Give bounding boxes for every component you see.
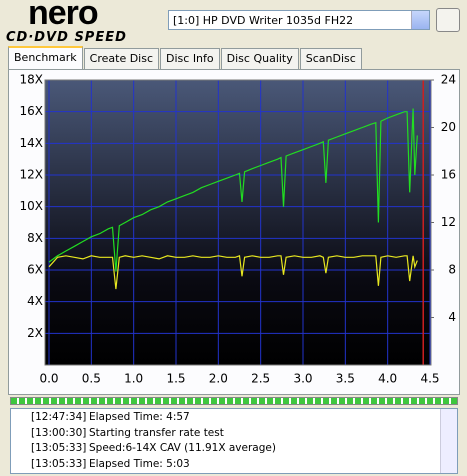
series-line	[48, 254, 418, 290]
settings-button[interactable]	[436, 8, 460, 32]
y-tick-label: 8X	[27, 231, 43, 245]
log-row: [13:00:30] Starting transfer rate test	[31, 427, 224, 439]
log-text: Elapsed Time: 4:57	[89, 411, 190, 423]
chart: 2X 4X 6X 8X 10X 12X 14X 16X 18X 4 8 12 16 20 24 0.0 0.5 1…	[20, 73, 457, 386]
x-tick-label: 4.5	[420, 372, 439, 386]
y-tick-label: 14X	[20, 136, 44, 150]
y2-tick-label: 16	[441, 168, 456, 182]
x-tick-label: 1.5	[166, 372, 185, 386]
log-text: Starting transfer rate test	[89, 426, 224, 439]
log-time: [12:47:34]	[31, 411, 87, 423]
tab[interactable]: ScanDisc	[299, 48, 362, 69]
tab-bar: Benchmark Create Disc Disc Info Disc Qualit…	[8, 46, 363, 69]
logo: nero	[28, 0, 99, 32]
progress-bar	[10, 397, 458, 405]
y2-tick-label: 20	[441, 120, 456, 134]
x-tick-label: 0.5	[82, 372, 101, 386]
y-tick-label: 12X	[20, 168, 44, 182]
y2-tick-label: 4	[448, 310, 456, 324]
x-tick-label: 3.0	[293, 372, 312, 386]
dropdown-arrow[interactable]	[411, 11, 429, 29]
y-tick-label: 18X	[20, 73, 44, 87]
tab[interactable]: Disc Quality	[220, 48, 299, 69]
y2-tick-label: 12	[441, 215, 456, 229]
y-tick-label: 16X	[20, 104, 44, 118]
log-time: [13:00:30]	[31, 426, 87, 439]
x-tick-label: 1.0	[124, 372, 143, 386]
y-tick-label: 2X	[27, 326, 43, 340]
tab[interactable]: Benchmark	[8, 46, 83, 69]
x-tick-label: 2.0	[209, 372, 228, 386]
log-row: [13:05:33] Elapsed Time: 5:03	[31, 458, 190, 470]
plot-frame	[44, 79, 432, 366]
x-tick-label: 3.5	[336, 372, 355, 386]
x-tick-label: 4.0	[378, 372, 397, 386]
logo-subtitle: CD·DVD SPEED	[6, 30, 127, 45]
tab[interactable]: Create Disc	[83, 48, 160, 69]
log-text: Speed:6-14X CAV (11.91X average)	[89, 442, 276, 454]
x-tick-label: 0.0	[39, 372, 58, 386]
log-list: [12:47:34] Elapsed Time: 4:57 [13:00:30] St…	[10, 408, 458, 474]
plot-area	[45, 80, 431, 365]
log-time: [13:05:33]	[31, 442, 87, 454]
y-tick-label: 4X	[27, 294, 43, 308]
y2-tick-label: 24	[441, 73, 456, 87]
y-tick-label: 10X	[20, 199, 44, 213]
series-line	[48, 108, 418, 272]
tab[interactable]: Disc Info	[160, 48, 220, 69]
y-tick-label: 6X	[27, 263, 43, 277]
y2-tick-label: 8	[448, 263, 456, 277]
chart-panel: 2X 4X 6X 8X 10X 12X 14X 16X 18X 4 8 12 16 20 24 0.0 0.5 1…	[8, 69, 460, 395]
drive-select[interactable]: [1:0] HP DVD Writer 1035d FH22	[168, 10, 430, 30]
log-row: [12:47:34] Elapsed Time: 4:57	[31, 411, 190, 423]
log-text: Elapsed Time: 5:03	[89, 457, 190, 470]
scrollbar[interactable]	[440, 409, 457, 473]
x-tick-label: 2.5	[251, 372, 270, 386]
log-row: [13:05:33] Speed:6-14X CAV (11.91X averag…	[31, 442, 276, 454]
drive-label: [1:0] HP DVD Writer 1035d FH22	[173, 14, 354, 27]
log-time: [13:05:33]	[31, 457, 87, 470]
